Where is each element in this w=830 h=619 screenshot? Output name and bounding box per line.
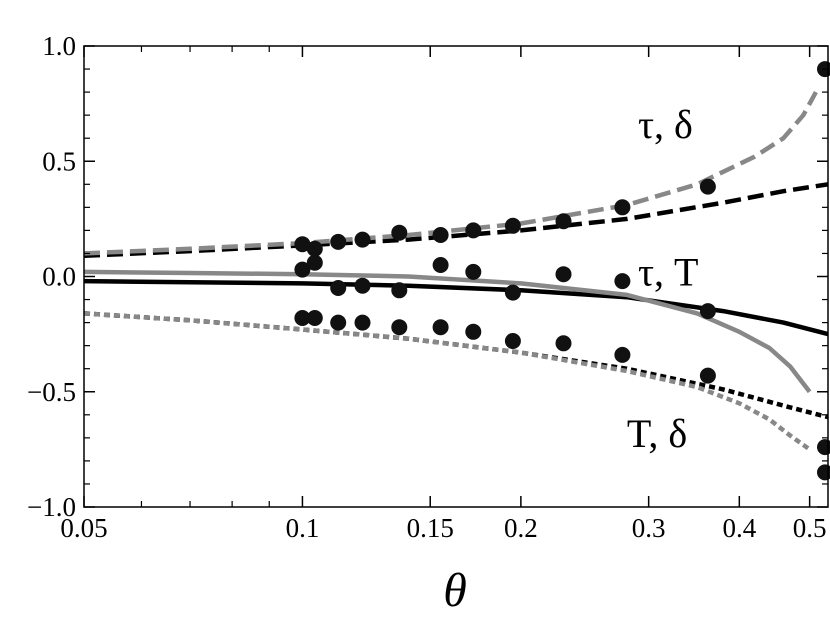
data-point xyxy=(306,310,323,326)
data-point xyxy=(699,367,716,384)
data-point xyxy=(614,346,631,363)
data-point xyxy=(614,199,631,216)
x-axis-title: θ xyxy=(443,564,467,617)
curve-labels-layer: τ, δ τ, T T, δ xyxy=(627,102,699,456)
ticks-layer xyxy=(83,45,828,508)
data-point xyxy=(306,240,323,257)
series-line-5 xyxy=(84,311,828,420)
series-line-6 xyxy=(84,311,811,452)
data-point xyxy=(504,217,521,234)
curve-label-1: τ, δ xyxy=(638,102,693,147)
data-point xyxy=(294,261,311,278)
data-point xyxy=(465,263,482,280)
data-point xyxy=(432,319,449,336)
data-point xyxy=(391,282,408,299)
curves-layer xyxy=(84,91,828,452)
series-line-2 xyxy=(84,91,818,256)
data-point xyxy=(504,284,521,301)
data-point xyxy=(465,222,482,239)
series-line-4 xyxy=(84,269,812,394)
data-point xyxy=(306,254,323,271)
x-tick-label: 0.2 xyxy=(504,513,538,543)
data-point xyxy=(330,314,347,331)
data-point xyxy=(699,178,716,195)
data-point xyxy=(432,227,449,243)
data-point xyxy=(555,213,572,230)
data-point xyxy=(817,464,830,481)
data-point xyxy=(465,323,482,340)
data-point xyxy=(614,273,631,290)
data-point xyxy=(699,303,716,320)
data-point xyxy=(294,236,311,253)
data-point xyxy=(354,314,371,331)
series-line-3 xyxy=(84,278,828,337)
curve-label-3: T, δ xyxy=(627,411,687,456)
x-tick-label: 0.05 xyxy=(60,513,107,543)
y-tick-label: −0.5 xyxy=(27,377,76,407)
data-point xyxy=(555,335,572,352)
y-tick-label: 1.0 xyxy=(42,31,76,61)
data-point xyxy=(391,224,408,241)
data-points-layer xyxy=(294,61,830,481)
plot-frame xyxy=(83,45,829,508)
data-point xyxy=(330,280,347,296)
x-tick-label: 0.15 xyxy=(407,513,454,543)
data-point xyxy=(391,319,408,336)
y-tick-label: −1.0 xyxy=(27,492,76,522)
data-point xyxy=(354,231,371,248)
data-point xyxy=(354,277,371,294)
curve-label-2: τ, T xyxy=(638,250,699,295)
tick-labels-layer: 0.05 0.1 0.15 0.2 0.3 0.4 0.5 1.0 0.5 0.0 −0.5 −1.0 xyxy=(27,31,826,543)
x-tick-label: 0.4 xyxy=(722,513,756,543)
data-point xyxy=(817,439,830,456)
data-point xyxy=(504,333,521,349)
series-line-1 xyxy=(84,182,828,259)
data-point xyxy=(294,310,311,326)
data-point xyxy=(330,233,347,250)
x-tick-label: 0.1 xyxy=(286,513,320,543)
x-tick-label: 0.5 xyxy=(793,513,827,543)
x-tick-label: 0.3 xyxy=(632,513,666,543)
data-point xyxy=(432,257,449,273)
data-point xyxy=(555,266,572,283)
y-tick-label: 0.5 xyxy=(42,146,76,176)
y-tick-label: 0.0 xyxy=(42,262,76,292)
